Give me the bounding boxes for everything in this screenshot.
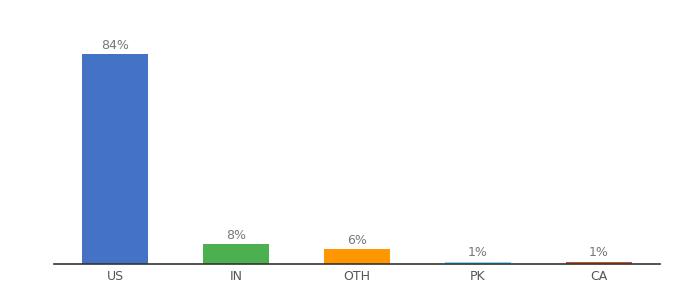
Text: 1%: 1% (589, 247, 609, 260)
Text: 84%: 84% (101, 39, 129, 52)
Text: 8%: 8% (226, 229, 246, 242)
Text: 1%: 1% (468, 247, 488, 260)
Bar (203, 244, 269, 264)
Bar (324, 249, 390, 264)
Text: 6%: 6% (347, 234, 367, 247)
Bar (566, 262, 632, 264)
Bar (82, 54, 148, 264)
Bar (445, 262, 511, 264)
